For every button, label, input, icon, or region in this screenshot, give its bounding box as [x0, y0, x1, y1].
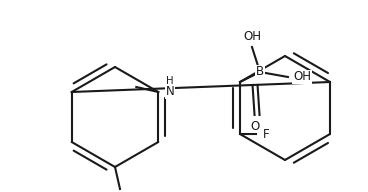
Text: F: F: [263, 127, 269, 141]
Text: OH: OH: [293, 70, 311, 84]
Text: B: B: [256, 65, 264, 79]
Text: N: N: [166, 85, 174, 98]
Text: H: H: [166, 76, 174, 86]
Text: O: O: [250, 119, 259, 132]
Text: OH: OH: [243, 31, 261, 44]
